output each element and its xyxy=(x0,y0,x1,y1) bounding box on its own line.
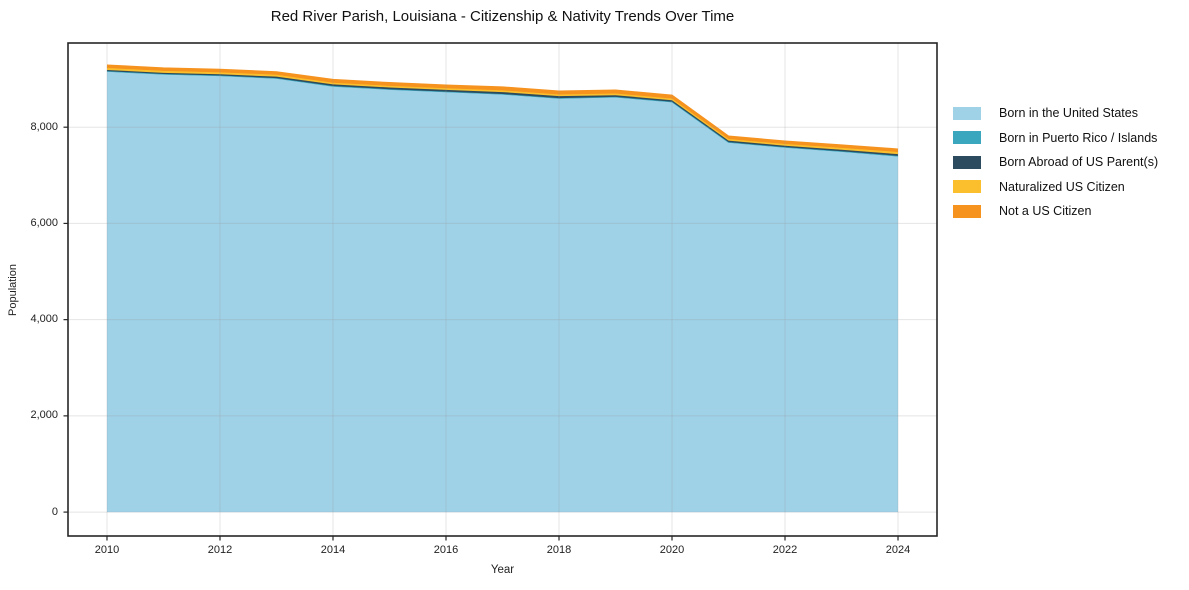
x-axis-label: Year xyxy=(490,564,515,576)
legend-label: Naturalized US Citizen xyxy=(999,179,1125,194)
x-tick-label: 2022 xyxy=(772,544,798,556)
x-tick-label: 2024 xyxy=(885,544,911,556)
x-tick-label: 2016 xyxy=(433,544,459,556)
legend-item: Born Abroad of US Parent(s) xyxy=(953,155,1158,169)
legend-item: Born in the United States xyxy=(953,106,1158,120)
y-tick-label: 4,000 xyxy=(30,313,58,326)
legend-item: Not a US Citizen xyxy=(953,204,1158,218)
legend-swatch xyxy=(953,204,981,218)
legend-swatch xyxy=(953,155,981,169)
area-edge-4 xyxy=(106,64,899,150)
legend-label: Born Abroad of US Parent(s) xyxy=(999,155,1159,169)
legend-item: Naturalized US Citizen xyxy=(953,180,1158,194)
legend-item: Born in Puerto Rico / Islands xyxy=(953,131,1158,145)
y-tick-label: 0 xyxy=(51,505,58,518)
y-tick-label: 2,000 xyxy=(30,409,58,422)
x-tick-label: 2012 xyxy=(207,544,233,556)
legend-swatch xyxy=(953,106,981,120)
x-tick-label: 2018 xyxy=(546,544,572,556)
legend-label: Born in Puerto Rico / Islands xyxy=(999,130,1158,145)
legend-swatch xyxy=(953,131,981,144)
x-tick-label: 2010 xyxy=(94,544,120,556)
chart-title: Red River Parish, Louisiana - Citizenshi… xyxy=(270,8,735,25)
x-tick-label: 2014 xyxy=(320,544,346,556)
x-tick-label: 2020 xyxy=(659,544,685,556)
legend-label: Born in the United States xyxy=(999,106,1138,120)
legend-label: Not a US Citizen xyxy=(999,204,1092,218)
y-tick-label: 6,000 xyxy=(30,216,58,229)
y-tick-label: 8,000 xyxy=(30,120,58,133)
area-series-0 xyxy=(106,71,899,513)
plot-border xyxy=(67,42,938,537)
legend: Born in the United States Born in Puerto … xyxy=(953,106,1158,218)
legend-swatch xyxy=(953,180,981,193)
